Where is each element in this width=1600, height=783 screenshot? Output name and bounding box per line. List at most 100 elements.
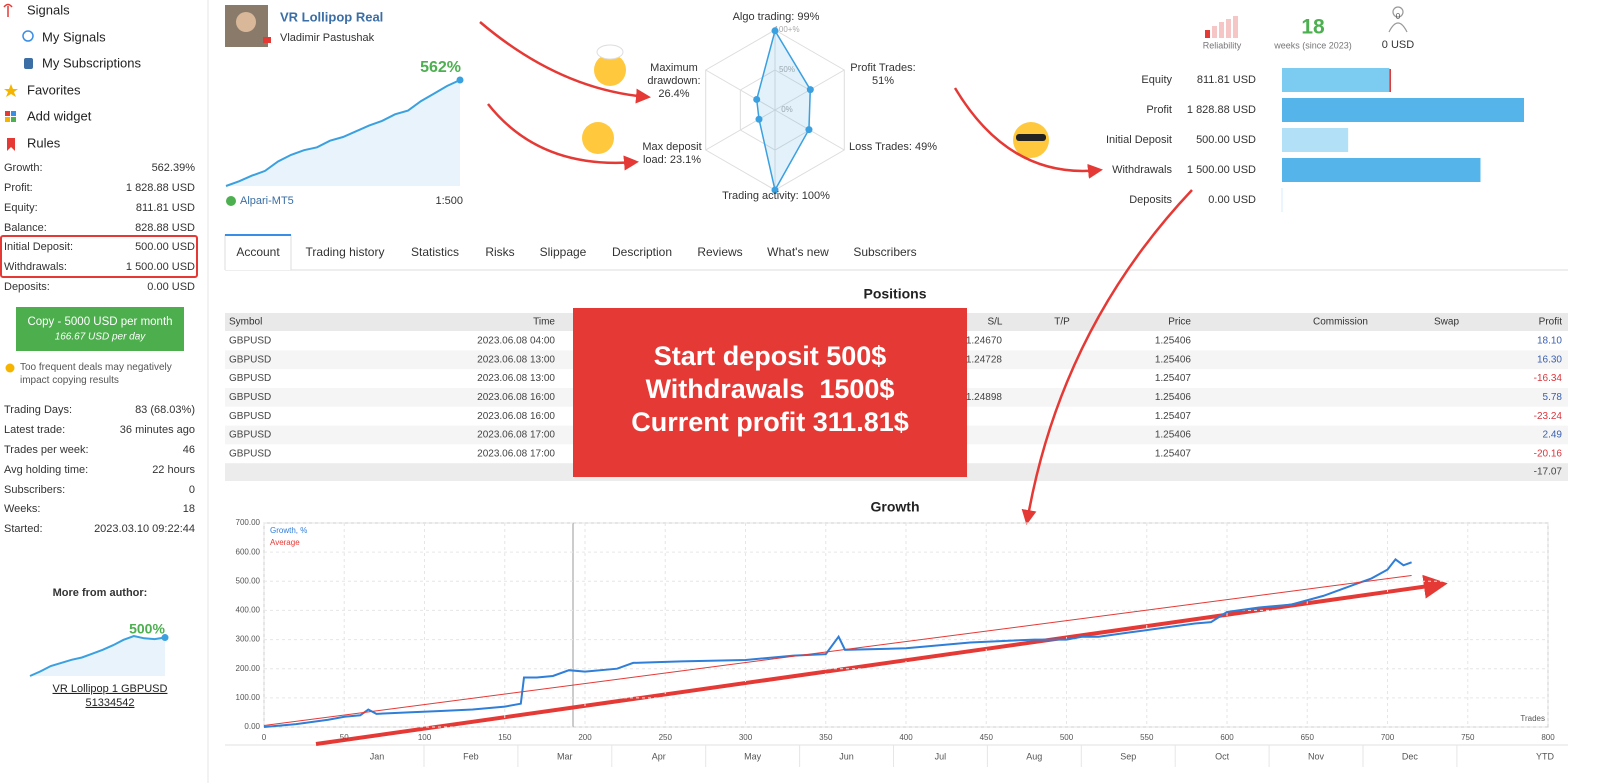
month-label: Mar [557, 751, 573, 761]
stat-label: Latest trade: [4, 424, 65, 436]
table-cell: 1.24898 [966, 392, 1003, 403]
x-tick-label: 450 [980, 733, 994, 742]
radar-label: Max deposit load: 23.1% [640, 141, 704, 167]
table-cell: 1.25407 [1155, 448, 1192, 459]
signal-name[interactable]: VR Lollipop Real [280, 9, 383, 24]
radar-category: Maximum drawdown: [647, 62, 701, 87]
bar-value: 811.81 USD [1197, 74, 1256, 86]
flag [263, 37, 271, 43]
bar-value: 0.00 USD [1208, 194, 1256, 206]
radar-label: Trading activity: 100% [706, 190, 846, 203]
radar-value: 51% [871, 75, 895, 87]
month-label: Apr [652, 751, 666, 761]
radar-value: 100% [801, 190, 830, 202]
growth-label: 562% [420, 59, 461, 76]
radar-tick-label: 0% [781, 105, 793, 114]
chart-title: Growth [871, 499, 920, 515]
stat-value: 562.39% [152, 162, 196, 174]
legend-entry: Average [270, 538, 300, 547]
y-tick-label: 0.00 [244, 722, 260, 731]
table-cell: GBPUSD [229, 411, 271, 422]
overlay-text: Current profit 311.81$ [631, 407, 909, 437]
nav-icons [3, 3, 34, 151]
radar-point [755, 115, 763, 123]
x-tick-label: 500 [1060, 733, 1074, 742]
weeks-label: weeks (since 2023) [1273, 40, 1352, 50]
mini-end-dot [161, 634, 169, 642]
copy-button-bg[interactable] [16, 307, 184, 351]
x-tick-label: 800 [1541, 733, 1555, 742]
x-tick-label: 250 [659, 733, 673, 742]
bar-label: Deposits [1129, 194, 1172, 206]
mini-area [226, 80, 460, 186]
y-tick-label: 300.00 [236, 635, 261, 644]
month-label: Aug [1026, 751, 1042, 761]
table-cell: 1.25406 [1155, 392, 1192, 403]
x-tick-label: 150 [498, 733, 512, 742]
stat-label: Withdrawals: [4, 261, 67, 273]
table-cell: 2023.06.08 17:00 [477, 448, 555, 459]
x-tick-label: 400 [899, 733, 913, 742]
table-cell: 1.25407 [1155, 373, 1192, 384]
author-link[interactable]: VR Lollipop 1 GBPUSD [53, 683, 168, 695]
tab[interactable]: Trading history [306, 245, 385, 259]
subscribers-funds: 0 USD [1382, 39, 1414, 51]
nav-item[interactable]: Add widget [27, 108, 92, 123]
tab[interactable]: Description [612, 245, 672, 259]
radar-point [806, 86, 814, 94]
stat-value: 1 828.88 USD [126, 182, 195, 194]
column-header: S/L [987, 317, 1002, 328]
broker: Alpari-MT5 [240, 195, 294, 207]
copy-button[interactable]: Copy - 5000 USD per month [27, 316, 172, 328]
bar [1282, 158, 1481, 182]
verified-icon [226, 196, 236, 206]
tab[interactable]: Account [236, 245, 280, 259]
column-header: Commission [1313, 317, 1368, 328]
radar-point [753, 95, 761, 103]
bar [1282, 68, 1390, 92]
mini-line [29, 634, 166, 677]
tab[interactable]: What's new [767, 245, 829, 259]
tab[interactable]: Subscribers [853, 245, 916, 259]
nav-item[interactable]: My Subscriptions [42, 55, 141, 70]
section-title: More from author: [53, 587, 148, 599]
table-cell: 2023.06.08 04:00 [477, 336, 555, 347]
subscribers-count: 0 [1396, 12, 1401, 21]
radar-value: 26.4% [658, 88, 690, 100]
stat-value: 36 minutes ago [120, 424, 195, 436]
y-tick-label: 100.00 [236, 693, 261, 702]
nav-item[interactable]: Rules [27, 135, 61, 150]
stat-label: Trading Days: [4, 404, 72, 416]
stat-value: 46 [183, 444, 195, 456]
x-axis-label: Trades [1520, 714, 1545, 723]
series-line [263, 558, 1412, 728]
tab[interactable]: Risks [485, 245, 514, 259]
month-label: Feb [463, 751, 479, 761]
bar-value: 1 828.88 USD [1187, 104, 1256, 116]
stat-label: Growth: [4, 162, 43, 174]
tab[interactable]: Statistics [411, 245, 459, 259]
warning-icon [5, 363, 15, 373]
stat-value: 18 [183, 503, 195, 515]
x-tick-label: 750 [1461, 733, 1475, 742]
avatar-face [236, 12, 256, 32]
table-total: -17.07 [1534, 467, 1563, 478]
radar-tick-label: 50% [779, 65, 795, 74]
leverage: 1:500 [435, 195, 463, 207]
month-label: Jun [839, 751, 854, 761]
stat-value: 2023.03.10 09:22:44 [94, 523, 195, 535]
nav-item[interactable]: Favorites [27, 82, 81, 97]
tab[interactable]: Reviews [697, 245, 742, 259]
table-cell: GBPUSD [229, 354, 271, 365]
radar-label: Maximum drawdown: 26.4% [643, 62, 705, 101]
nav-item[interactable]: My Signals [42, 29, 106, 44]
x-tick-label: 700 [1381, 733, 1395, 742]
y-tick-label: 400.00 [236, 606, 261, 615]
stat-label: Balance: [4, 222, 47, 234]
tab[interactable]: Slippage [540, 245, 587, 259]
section-title: Positions [863, 286, 926, 302]
radar-category: Trading activity: [722, 190, 799, 202]
overlay-text: Start deposit 500$ [654, 341, 887, 371]
nav-item[interactable]: Signals [27, 2, 70, 17]
